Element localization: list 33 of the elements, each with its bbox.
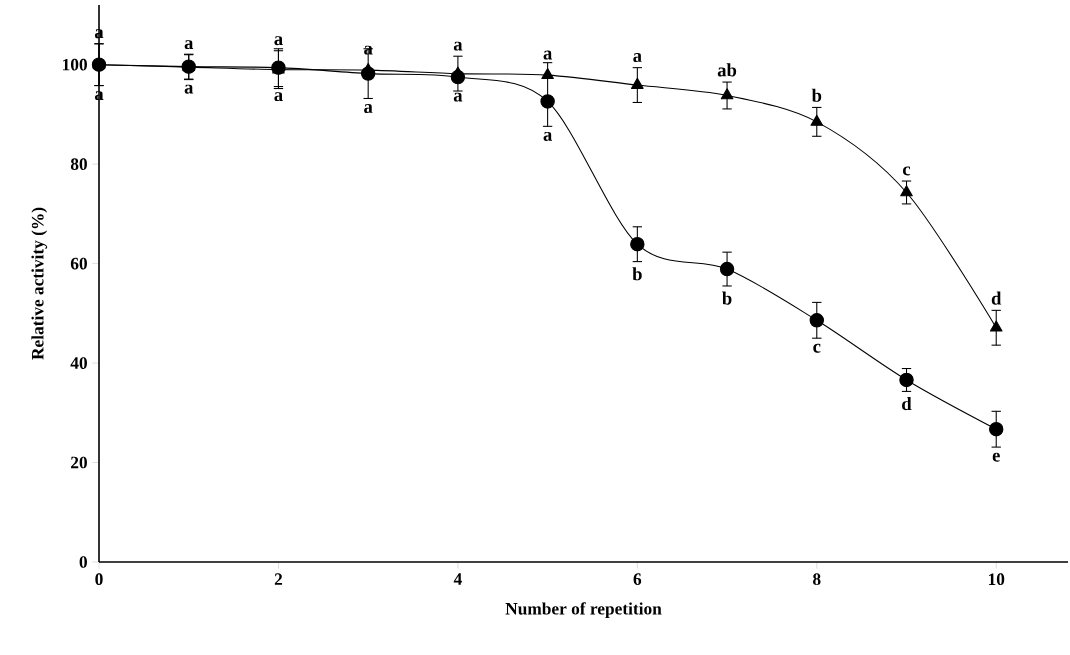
x-tick-label: 0 [95,573,103,586]
annotation: b [722,291,732,305]
y-tick-label: 60 [70,257,87,270]
y-tick-label: 100 [63,58,87,71]
annotation: a [543,131,553,141]
annotation: ab [717,63,737,77]
annotation: b [811,88,822,102]
annotation: a [453,92,463,102]
y-tick-label: 80 [70,158,87,170]
annotation: a [543,50,553,60]
annotation: a [633,53,642,63]
annotation: d [902,396,912,411]
annotation: b [632,267,642,281]
y-tick-label: 20 [71,456,87,469]
annotation: d [991,291,1002,305]
annotation: a [274,92,283,102]
x-tick-label: 2 [274,573,283,585]
annotation: a [274,36,283,46]
annotation: a [364,104,373,114]
x-tick-label: 10 [988,573,1005,586]
annotation: a [184,84,194,94]
annotation: a [184,40,194,50]
y-tick-label: 0 [79,556,87,568]
x-axis-title: Number of repetition [505,602,662,619]
x-tick-label: 4 [453,573,462,585]
x-tick-label: 8 [813,573,821,586]
x-tick-label: 6 [633,573,642,586]
annotation: e [992,452,1000,462]
annotation: c [813,343,821,353]
y-tick-label: 40 [70,357,87,369]
annotation: c [903,166,911,176]
annotation: a [453,41,463,51]
y-axis-title: Relative activity (%) [31,207,48,360]
